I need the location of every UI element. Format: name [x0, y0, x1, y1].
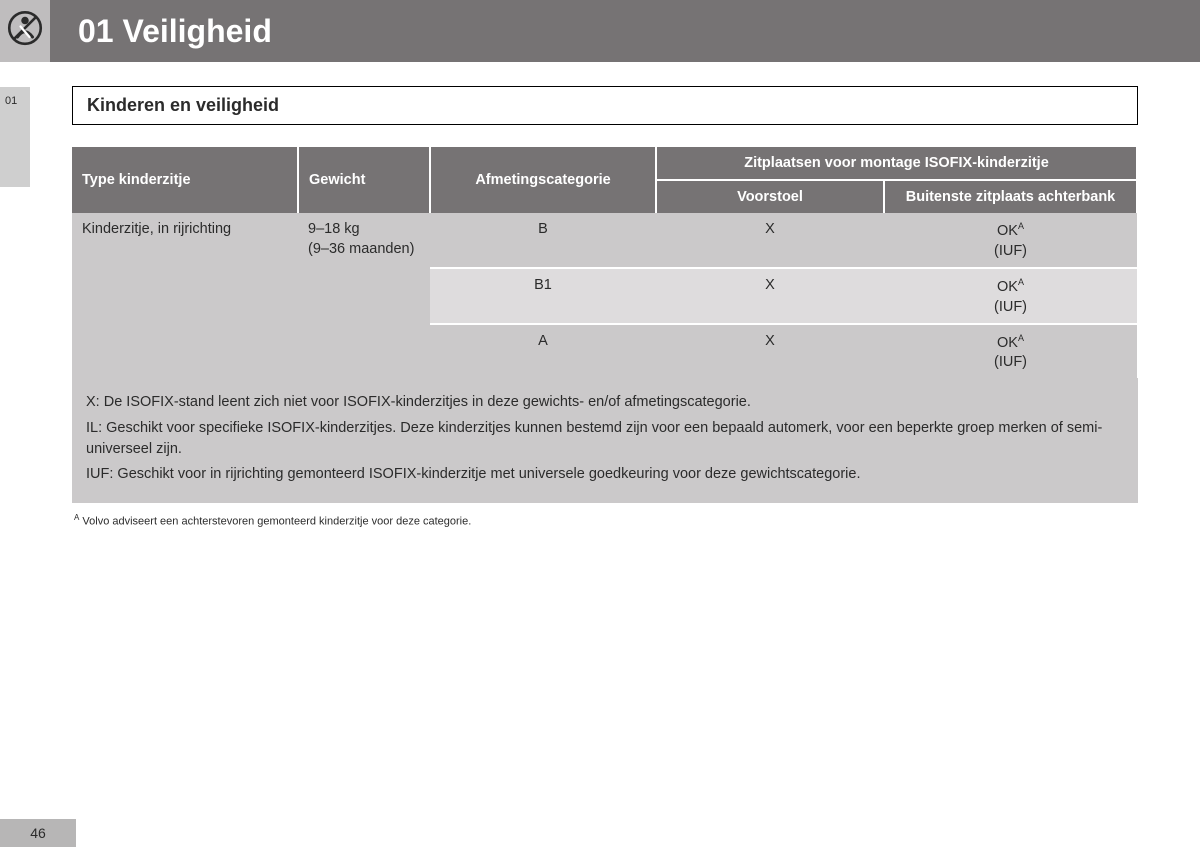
- rear-sub: (IUF): [894, 354, 1127, 370]
- chapter-title: 01 Veiligheid: [78, 13, 272, 50]
- rear-sup: A: [1018, 333, 1024, 343]
- rear-main: OK: [997, 279, 1018, 295]
- table-row: Kinderzitje, in rijrichting 9–18 kg (9–3…: [72, 213, 1137, 268]
- table-header-row: Type kinderzitje Gewicht Afmetingscatego…: [72, 147, 1137, 180]
- left-icon-block: [0, 0, 50, 62]
- legend-iuf: IUF: Geschikt voor in rijrichting gemont…: [86, 464, 1124, 485]
- rear-sup: A: [1018, 221, 1024, 231]
- page-number-value: 46: [30, 825, 46, 841]
- rear-sub: (IUF): [894, 243, 1127, 259]
- cell-type: Kinderzitje, in rijrichting: [72, 213, 298, 378]
- footnote: A Volvo adviseert een achterstevoren gem…: [72, 513, 1138, 528]
- col-header-weight: Gewicht: [298, 147, 430, 213]
- col-header-size: Afmetingscategorie: [430, 147, 656, 213]
- rear-sub: (IUF): [894, 299, 1127, 315]
- cell-front: X: [656, 324, 884, 379]
- rear-sup: A: [1018, 277, 1024, 287]
- legend-il: IL: Geschikt voor specifieke ISOFIX-kind…: [86, 418, 1124, 460]
- section-title: Kinderen en veiligheid: [87, 95, 279, 115]
- cell-size: A: [430, 324, 656, 379]
- footnote-text: Volvo adviseert een achterstevoren gemon…: [79, 515, 471, 527]
- isofix-table: Type kinderzitje Gewicht Afmetingscatego…: [72, 147, 1138, 378]
- rear-main: OK: [997, 223, 1018, 239]
- seatbelt-prohibited-icon: [7, 10, 43, 46]
- cell-front: X: [656, 268, 884, 324]
- cell-rear: OKA (IUF): [884, 213, 1137, 268]
- weight-line1: 9–18 kg: [308, 221, 360, 237]
- page-content: Kinderen en veiligheid Type kinderzitje …: [72, 86, 1138, 527]
- cell-weight: 9–18 kg (9–36 maanden): [298, 213, 430, 378]
- col-header-type: Type kinderzitje: [72, 147, 298, 213]
- cell-size: B1: [430, 268, 656, 324]
- cell-rear: OKA (IUF): [884, 324, 1137, 379]
- legend-box: X: De ISOFIX-stand leent zich niet voor …: [72, 378, 1138, 502]
- cell-front: X: [656, 213, 884, 268]
- chapter-header-bar: 01 Veiligheid: [50, 0, 1200, 62]
- weight-line2: (9–36 maanden): [308, 241, 420, 257]
- rear-main: OK: [997, 334, 1018, 350]
- cell-size: B: [430, 213, 656, 268]
- cell-rear: OKA (IUF): [884, 268, 1137, 324]
- chapter-tab-label: 01: [5, 95, 17, 107]
- section-title-box: Kinderen en veiligheid: [72, 86, 1138, 125]
- legend-x: X: De ISOFIX-stand leent zich niet voor …: [86, 392, 1124, 413]
- col-header-positions: Zitplaatsen voor montage ISOFIX-kinderzi…: [656, 147, 1137, 180]
- subcol-rear: Buitenste zitplaats achterbank: [884, 180, 1137, 213]
- subcol-front: Voorstoel: [656, 180, 884, 213]
- page-number: 46: [0, 819, 76, 847]
